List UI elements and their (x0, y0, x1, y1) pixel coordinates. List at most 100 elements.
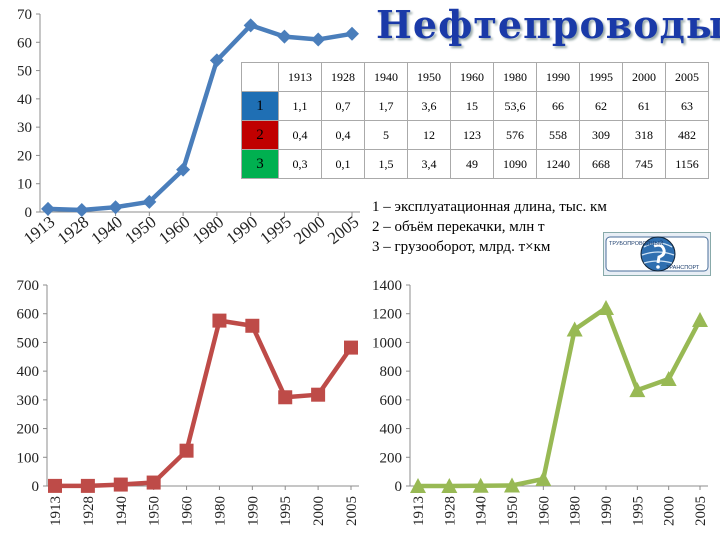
x-tick-label: 1940 (88, 212, 126, 248)
data-point (245, 318, 260, 333)
data-point (108, 200, 123, 215)
x-tick-label: 1995 (256, 212, 294, 248)
data-point (212, 313, 227, 328)
y-tick-label: 600 (17, 307, 40, 323)
x-tick-label: 1940 (474, 496, 490, 526)
data-point (113, 477, 128, 492)
table-cell: 61 (622, 91, 666, 121)
table-row: 1 1,1 0,7 1,7 3,6 15 53,6 66 62 61 63 (241, 91, 709, 121)
table-cell: 0,3 (278, 149, 322, 179)
data-point (311, 387, 326, 402)
table-cell: 66 (536, 91, 580, 121)
x-tick-label: 2000 (290, 212, 328, 248)
table-year-header: 1990 (536, 62, 580, 92)
data-point (80, 478, 95, 493)
x-tick-label: 1928 (81, 496, 97, 526)
y-tick-label: 500 (17, 335, 40, 351)
x-tick-label: 1980 (568, 496, 584, 526)
table-year-header: 2005 (665, 62, 709, 92)
table-cell: 1090 (493, 149, 537, 179)
data-point (146, 475, 161, 490)
table-cell: 63 (665, 91, 709, 121)
data-point (243, 18, 258, 33)
table-cell: 5 (364, 120, 408, 150)
data-table: 1913 1928 1940 1950 1960 1980 1990 1995 … (241, 62, 709, 179)
table-year-header: 1960 (450, 62, 494, 92)
chart-3: 0 200 400 600 800 1000 1200 1400 1913 1928 1940 195… (372, 278, 709, 526)
x-tick-label: 1980 (212, 496, 228, 526)
data-point (209, 53, 224, 68)
table-year-header: 1940 (364, 62, 408, 92)
data-point (472, 477, 489, 493)
x-tick-label: 2000 (311, 496, 327, 526)
y-tick-label: 100 (17, 450, 40, 466)
table-cell: 309 (579, 120, 623, 150)
y-tick-label: 200 (380, 450, 403, 466)
data-point (566, 321, 583, 337)
data-point (142, 194, 157, 209)
table-cell: 558 (536, 120, 580, 150)
legend-item: 3 – грузооборот, млрд. т×км (372, 239, 551, 255)
x-tick-label: 2005 (344, 496, 360, 526)
x-tick-label: 2000 (662, 496, 678, 526)
data-point (41, 201, 55, 216)
data-point (277, 29, 292, 44)
y-tick-label: 0 (25, 205, 33, 221)
table-row: 3 0,3 0,1 1,5 3,4 49 1090 1240 668 745 1… (241, 149, 709, 179)
y-tick-label: 600 (380, 393, 403, 409)
data-point (344, 340, 358, 355)
x-tick-label: 1940 (114, 496, 130, 526)
data-point (48, 478, 62, 493)
table-cell: 3,4 (407, 149, 451, 179)
table-cell: 62 (579, 91, 623, 121)
y-tick-label: 800 (380, 364, 403, 380)
series-line (47, 23, 353, 213)
table-cell: 1,5 (364, 149, 408, 179)
x-tick-label: 1960 (180, 496, 196, 526)
x-tick-label: 1950 (147, 496, 163, 526)
y-tick-label: 300 (17, 393, 40, 409)
y-tick-label: 20 (17, 148, 32, 164)
table-cell: 3,6 (407, 91, 451, 121)
data-point (311, 32, 326, 47)
x-tick-label: 1928 (54, 212, 92, 248)
page-title: Нефтепроводы (376, 2, 720, 47)
table-cell: 318 (622, 120, 666, 150)
table-cell: 0,7 (321, 91, 365, 121)
table-year-header: 2000 (622, 62, 666, 92)
table-row: 2 0,4 0,4 5 12 123 576 558 309 318 482 (241, 120, 709, 150)
table-cell: 668 (579, 149, 623, 179)
table-cell: 0,4 (278, 120, 322, 150)
x-tick-label: 2005 (693, 496, 709, 526)
x-tick-label: 1980 (189, 212, 227, 248)
series-line (417, 305, 702, 489)
y-tick-label: 400 (380, 422, 403, 438)
data-point (345, 26, 359, 41)
logo-bottom-text: ТРАНСПОРТ (666, 265, 700, 271)
y-tick-label: 1200 (372, 307, 402, 323)
x-tick-label: 1990 (245, 496, 261, 526)
legend-item: 1 – эксплуатационная длина, тыс. км (372, 199, 607, 215)
logo: ТРУБОПРОВОДНЫЙ ТРАНСПОРТ (603, 232, 711, 276)
x-tick-label: 1990 (223, 212, 261, 248)
x-tick-label: 1913 (411, 496, 427, 526)
y-tick-label: 0 (395, 479, 403, 495)
y-tick-label: 0 (32, 479, 40, 495)
table-cell: 1,1 (278, 91, 322, 121)
table-year-header: 1950 (407, 62, 451, 92)
x-tick-label: 1995 (278, 496, 294, 526)
table-cell: 0,4 (321, 120, 365, 150)
y-tick-label: 60 (17, 35, 32, 51)
table-year-header: 1928 (321, 62, 365, 92)
table-cell: 0,1 (321, 149, 365, 179)
table-cell: 576 (493, 120, 537, 150)
x-tick-label: 1913 (48, 496, 64, 526)
data-point (441, 477, 458, 493)
x-tick-label: 1950 (121, 212, 159, 248)
y-tick-label: 1000 (372, 335, 402, 351)
data-point (74, 203, 89, 218)
x-tick-label: 1960 (155, 212, 193, 248)
table-cell: 1,7 (364, 91, 408, 121)
x-tick-label: 1928 (442, 496, 458, 526)
